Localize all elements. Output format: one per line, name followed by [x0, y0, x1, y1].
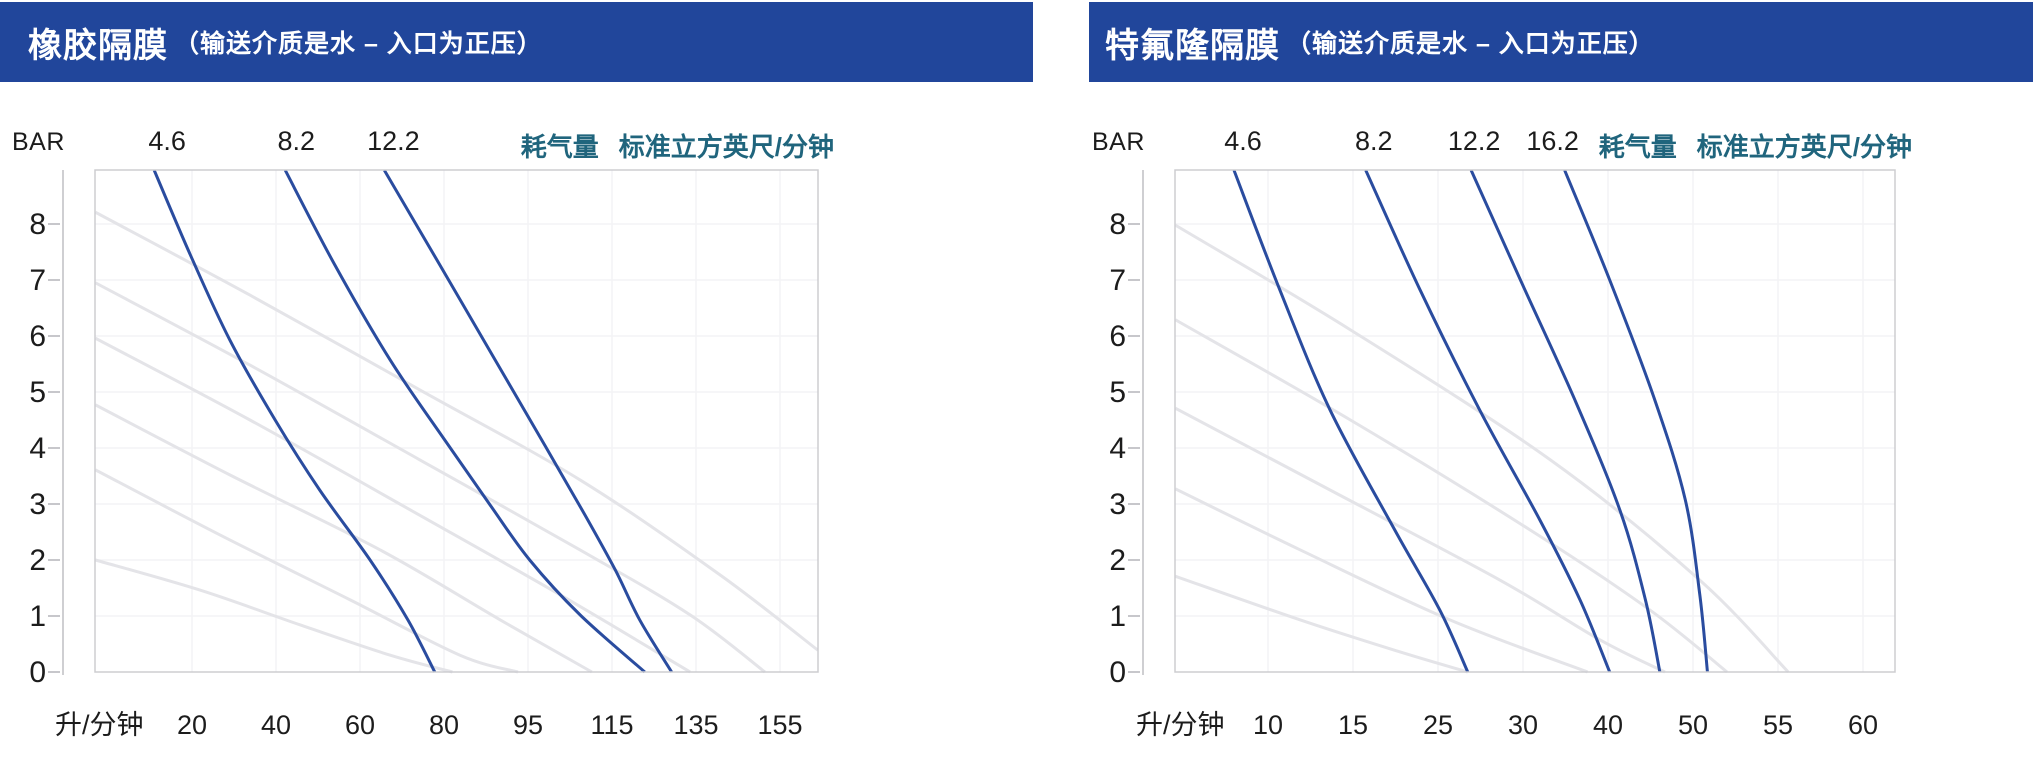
curve-label-12.2: 12.2	[1447, 126, 1501, 156]
reference-curve	[1175, 223, 1790, 674]
x-tick-label: 135	[673, 710, 719, 740]
curve-label-16.2: 16.2	[1526, 126, 1579, 156]
air-consumption-8.2-curve	[1364, 169, 1612, 673]
y-tick-label: 7	[29, 264, 46, 297]
y-tick-label: 8	[29, 208, 46, 241]
reference-curve	[95, 210, 818, 652]
x-tick-label: 25	[1422, 710, 1454, 740]
y-tick-label: 8	[1109, 208, 1126, 241]
x-axis-unit-label: 升/分钟	[1136, 710, 1225, 740]
curve-label-4.6: 4.6	[1224, 126, 1262, 156]
chart-title-condition: （输送介质是水 – 入口为正压）	[174, 30, 543, 58]
y-tick-label: 6	[1109, 320, 1126, 353]
air-consumption-legend-unit: 标准立方英尺/分钟	[618, 132, 834, 162]
x-tick-label: 155	[757, 710, 803, 740]
air-consumption-16.2-curve	[1563, 169, 1709, 673]
chart-title: 特氟隆隔膜	[1105, 26, 1280, 65]
air-consumption-legend-label: 耗气量	[520, 132, 599, 162]
plot-border	[1174, 169, 1896, 673]
air-consumption-legend: 耗气量 标准立方英尺/分钟	[521, 127, 834, 164]
air-consumption-legend: 耗气量 标准立方英尺/分钟	[1599, 127, 1912, 164]
chart-title-condition: （输送介质是水 – 入口为正压）	[1286, 30, 1655, 58]
y-tick-label: 4	[1109, 432, 1126, 465]
chart-title: 橡胶隔膜	[28, 26, 168, 65]
y-tick-label: 5	[1109, 376, 1126, 409]
x-axis-unit-label: 升/分钟	[55, 710, 144, 740]
x-tick-label: 40	[1592, 710, 1624, 740]
reference-curve	[95, 468, 519, 674]
y-tick-label: 2	[1109, 544, 1126, 577]
plot-border	[94, 169, 819, 673]
y-axis-unit-label: BAR	[1092, 128, 1145, 156]
y-tick-label: 7	[1109, 264, 1126, 297]
x-tick-label: 60	[344, 710, 376, 740]
curve-label-4.6: 4.6	[148, 126, 186, 156]
reference-curve	[95, 336, 691, 674]
y-tick-label: 2	[29, 544, 46, 577]
air-consumption-legend-label: 耗气量	[1598, 132, 1677, 162]
x-tick-label: 20	[176, 710, 208, 740]
x-tick-label: 40	[260, 710, 292, 740]
reference-curve	[95, 281, 766, 674]
reference-curve	[95, 558, 453, 674]
x-tick-label: 80	[428, 710, 460, 740]
x-tick-label: 50	[1677, 710, 1709, 740]
x-tick-label: 10	[1252, 710, 1284, 740]
reference-curve	[1175, 574, 1469, 674]
air-consumption-12.2-curve	[1469, 169, 1662, 673]
air-consumption-8.2-curve	[283, 169, 646, 674]
air-consumption-4.6-curve	[1232, 169, 1470, 673]
x-tick-label: 95	[512, 710, 544, 740]
curve-label-8.2: 8.2	[277, 126, 315, 156]
y-tick-label: 3	[1109, 488, 1126, 521]
curve-label-12.2: 12.2	[367, 126, 420, 156]
y-tick-label: 6	[29, 320, 46, 353]
y-tick-label: 0	[1109, 656, 1126, 689]
x-tick-label: 55	[1762, 710, 1794, 740]
air-consumption-12.2-curve	[383, 169, 673, 673]
reference-curve	[1175, 487, 1589, 674]
x-tick-label: 15	[1337, 710, 1369, 740]
x-tick-label: 115	[590, 710, 634, 740]
y-tick-label: 1	[1109, 600, 1126, 633]
chart-title-banner-teflon: 特氟隆隔膜 （输送介质是水 – 入口为正压）	[1089, 2, 2033, 82]
y-tick-label: 1	[29, 600, 46, 633]
curve-label-8.2: 8.2	[1354, 126, 1393, 156]
reference-curve	[1175, 318, 1728, 674]
air-consumption-legend-unit: 标准立方英尺/分钟	[1696, 132, 1912, 162]
reference-curve	[95, 403, 593, 674]
chart-title-banner-rubber: 橡胶隔膜 （输送介质是水 – 入口为正压）	[0, 2, 1033, 82]
x-tick-label: 30	[1507, 710, 1539, 740]
y-axis-unit-label: BAR	[12, 128, 65, 156]
reference-curve	[1175, 406, 1666, 674]
y-tick-label: 5	[29, 376, 46, 409]
y-tick-label: 4	[29, 432, 46, 465]
y-tick-label: 0	[29, 656, 46, 689]
x-tick-label: 60	[1847, 710, 1879, 740]
air-consumption-4.6-curve	[152, 169, 437, 673]
y-tick-label: 3	[29, 488, 46, 521]
